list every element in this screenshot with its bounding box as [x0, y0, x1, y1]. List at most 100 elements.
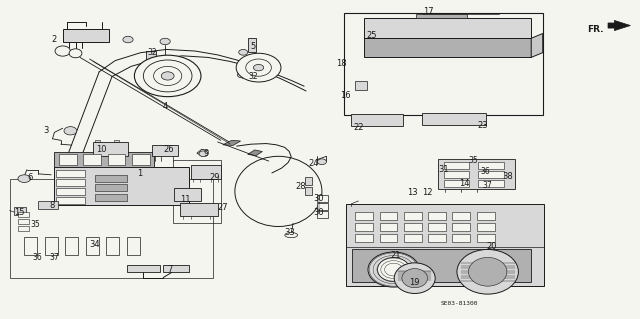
- Bar: [478, 162, 504, 169]
- Ellipse shape: [160, 38, 170, 45]
- Bar: [63, 29, 109, 42]
- Bar: [404, 234, 422, 242]
- Bar: [305, 177, 312, 185]
- Bar: [56, 179, 85, 186]
- Bar: [452, 212, 470, 220]
- Polygon shape: [416, 14, 467, 18]
- Text: 12: 12: [422, 188, 432, 197]
- Bar: [438, 159, 515, 189]
- Bar: [152, 145, 178, 156]
- Ellipse shape: [378, 257, 410, 282]
- Ellipse shape: [402, 269, 428, 288]
- Bar: [114, 140, 119, 142]
- Bar: [317, 195, 328, 202]
- Text: 9: 9: [204, 149, 209, 158]
- Ellipse shape: [199, 151, 208, 157]
- Bar: [18, 212, 29, 217]
- Bar: [477, 212, 495, 220]
- Text: 25: 25: [366, 31, 376, 40]
- Bar: [351, 114, 403, 126]
- Bar: [444, 162, 469, 169]
- Bar: [352, 249, 531, 282]
- Bar: [95, 184, 127, 191]
- Text: 36: 36: [32, 253, 42, 262]
- Text: 13: 13: [407, 188, 417, 197]
- Bar: [10, 179, 213, 278]
- Text: 14: 14: [460, 179, 470, 188]
- Text: 30: 30: [314, 194, 324, 203]
- Bar: [108, 154, 125, 165]
- Ellipse shape: [468, 257, 507, 286]
- Polygon shape: [608, 20, 630, 31]
- Ellipse shape: [123, 36, 133, 43]
- Ellipse shape: [134, 55, 201, 97]
- Bar: [56, 188, 85, 195]
- Ellipse shape: [394, 263, 435, 293]
- Bar: [38, 201, 58, 209]
- Text: 35: 35: [468, 156, 479, 165]
- Text: 29: 29: [209, 173, 220, 182]
- Polygon shape: [223, 140, 241, 145]
- Text: SE03-81300: SE03-81300: [441, 301, 478, 306]
- Bar: [428, 234, 446, 242]
- Ellipse shape: [55, 46, 70, 56]
- Ellipse shape: [317, 159, 326, 165]
- Polygon shape: [364, 18, 531, 38]
- Ellipse shape: [457, 249, 518, 294]
- Text: 5: 5: [250, 42, 255, 51]
- Bar: [18, 226, 29, 231]
- Text: 23: 23: [478, 121, 488, 130]
- Text: 28: 28: [296, 182, 306, 191]
- Text: 21: 21: [390, 251, 401, 260]
- Text: 38: 38: [502, 172, 513, 181]
- Text: 8: 8: [50, 201, 55, 210]
- Bar: [95, 175, 127, 182]
- Text: 36: 36: [480, 167, 490, 176]
- Text: 4: 4: [163, 102, 168, 111]
- Text: 11: 11: [180, 195, 191, 204]
- Bar: [477, 223, 495, 231]
- Bar: [65, 237, 78, 255]
- Bar: [56, 197, 85, 204]
- Bar: [428, 212, 446, 220]
- Bar: [127, 265, 160, 272]
- Bar: [248, 38, 256, 52]
- Bar: [132, 154, 150, 165]
- Bar: [422, 113, 486, 125]
- Ellipse shape: [143, 60, 192, 92]
- Text: FR.: FR.: [587, 26, 604, 34]
- Text: 27: 27: [218, 204, 228, 212]
- Bar: [478, 171, 504, 178]
- Ellipse shape: [285, 233, 298, 238]
- Text: 15: 15: [14, 208, 24, 217]
- Bar: [452, 223, 470, 231]
- Text: 19: 19: [410, 278, 420, 287]
- Text: 32: 32: [248, 72, 258, 81]
- Bar: [56, 170, 85, 177]
- Text: 1: 1: [137, 169, 142, 178]
- Ellipse shape: [246, 59, 271, 76]
- Bar: [305, 187, 312, 195]
- Ellipse shape: [154, 66, 182, 85]
- Text: 10: 10: [96, 145, 106, 154]
- Text: 32: 32: [147, 48, 157, 57]
- Ellipse shape: [235, 156, 322, 226]
- Bar: [478, 180, 504, 187]
- Bar: [174, 188, 201, 201]
- Bar: [346, 204, 544, 286]
- Bar: [355, 212, 373, 220]
- Text: 35: 35: [30, 220, 40, 229]
- Bar: [380, 223, 397, 231]
- Text: 24: 24: [308, 159, 319, 168]
- Text: 22: 22: [353, 123, 364, 132]
- Bar: [14, 207, 26, 215]
- Bar: [24, 237, 37, 255]
- Bar: [444, 180, 469, 187]
- Bar: [180, 203, 218, 216]
- Bar: [355, 81, 367, 90]
- Bar: [54, 167, 189, 205]
- Ellipse shape: [18, 175, 31, 182]
- Polygon shape: [364, 38, 531, 57]
- Text: 3: 3: [44, 126, 49, 135]
- Bar: [317, 211, 328, 218]
